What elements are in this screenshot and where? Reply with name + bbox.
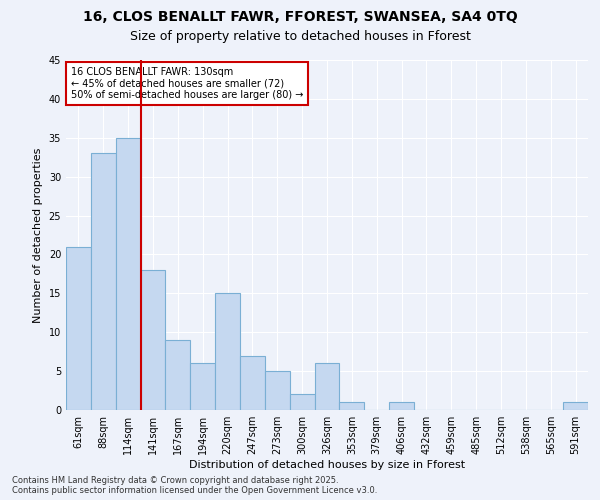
Bar <box>240 356 265 410</box>
Bar <box>563 402 588 410</box>
Bar <box>116 138 140 410</box>
Bar <box>215 294 240 410</box>
Bar <box>389 402 414 410</box>
Y-axis label: Number of detached properties: Number of detached properties <box>33 148 43 322</box>
Bar <box>290 394 314 410</box>
Text: Size of property relative to detached houses in Fforest: Size of property relative to detached ho… <box>130 30 470 43</box>
Bar <box>140 270 166 410</box>
Bar <box>91 154 116 410</box>
Bar <box>190 364 215 410</box>
Bar <box>265 371 290 410</box>
Text: Contains HM Land Registry data © Crown copyright and database right 2025.
Contai: Contains HM Land Registry data © Crown c… <box>12 476 377 495</box>
Bar <box>166 340 190 410</box>
X-axis label: Distribution of detached houses by size in Fforest: Distribution of detached houses by size … <box>189 460 465 470</box>
Bar <box>66 246 91 410</box>
Bar <box>340 402 364 410</box>
Bar <box>314 364 340 410</box>
Text: 16, CLOS BENALLT FAWR, FFOREST, SWANSEA, SA4 0TQ: 16, CLOS BENALLT FAWR, FFOREST, SWANSEA,… <box>83 10 517 24</box>
Text: 16 CLOS BENALLT FAWR: 130sqm
← 45% of detached houses are smaller (72)
50% of se: 16 CLOS BENALLT FAWR: 130sqm ← 45% of de… <box>71 67 304 100</box>
